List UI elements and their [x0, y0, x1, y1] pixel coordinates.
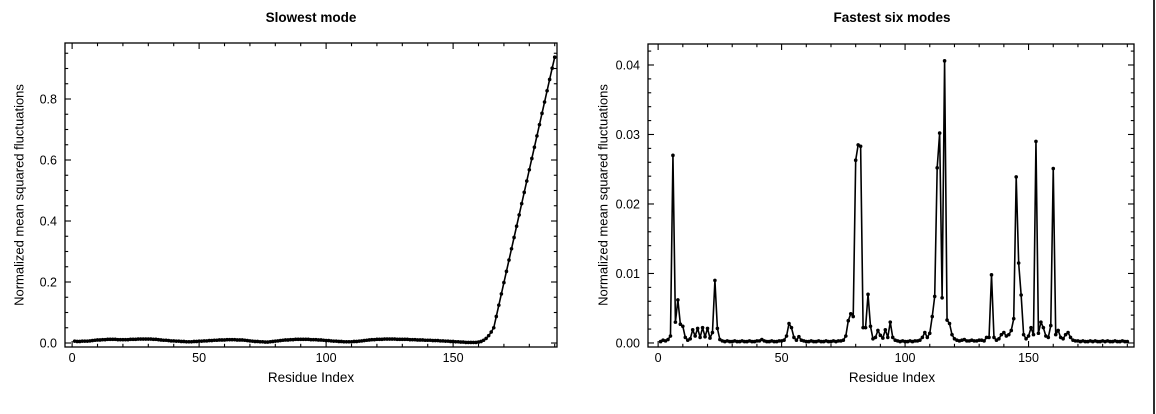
y-tick-label: 0.02	[616, 197, 640, 211]
y-tick-label: 0.00	[616, 336, 640, 350]
tick-labels: 0 50 100 150 0.0 0.2 0.4 0.6 0.8	[40, 92, 464, 365]
slowest-mode-title: Slowest mode	[265, 10, 357, 25]
series-line	[659, 60, 1129, 343]
series-line	[73, 56, 556, 344]
fastest-six-modes-y-axis-label: Normalized mean squared fluctuations	[595, 84, 611, 306]
fastest-six-modes-plot: 0 50 100 150 0.00 0.01 0.02 0.03 0.04	[616, 43, 1135, 365]
axis-ticks	[648, 44, 1134, 347]
x-tick-label: 100	[316, 351, 337, 365]
slowest-mode-y-axis-label: Normalized mean squared fluctuations	[11, 84, 27, 306]
y-tick-label: 0.01	[616, 267, 640, 281]
plot-frame	[647, 43, 1135, 348]
fastest-six-modes-x-axis-label: Residue Index	[848, 370, 936, 385]
fastest-six-modes-title: Fastest six modes	[833, 10, 951, 25]
x-tick-label: 0	[655, 351, 662, 365]
window-right-border	[1153, 0, 1155, 414]
y-tick-label: 0.03	[616, 128, 640, 142]
x-tick-label: 50	[775, 351, 789, 365]
series-points	[72, 55, 557, 345]
x-tick-label: 0	[69, 351, 76, 365]
y-tick-label: 0.8	[40, 92, 57, 106]
plot-frame	[64, 42, 558, 348]
y-tick-label: 0.6	[40, 153, 57, 167]
x-tick-label: 50	[192, 351, 206, 365]
slowest-mode-plot: 0 50 100 150 0.0 0.2 0.4 0.6 0.8	[40, 42, 558, 365]
x-tick-label: 100	[895, 351, 916, 365]
x-tick-label: 150	[443, 351, 464, 365]
y-tick-label: 0.04	[616, 58, 640, 72]
tick-labels: 0 50 100 150 0.00 0.01 0.02 0.03 0.04	[616, 58, 1039, 365]
slowest-mode-x-axis-label: Residue Index	[267, 370, 355, 385]
axis-ticks	[65, 43, 557, 347]
series-points	[658, 59, 1130, 344]
y-tick-label: 0.4	[40, 214, 57, 228]
y-tick-label: 0.0	[40, 336, 57, 350]
y-tick-label: 0.2	[40, 275, 57, 289]
x-tick-label: 150	[1018, 351, 1039, 365]
